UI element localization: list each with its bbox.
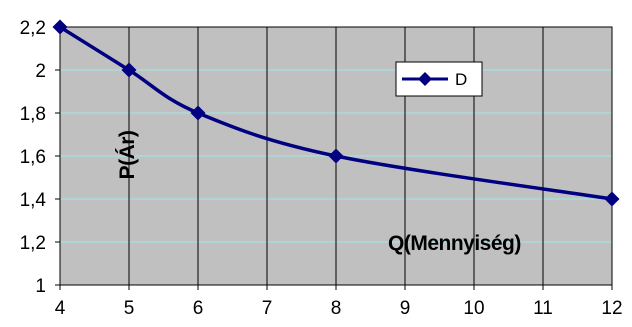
x-tick-label: 4 [55,298,66,319]
data-point-diamond [121,62,137,78]
y-tick-label: 1,6 [20,147,46,168]
x-tick-label: 10 [463,298,484,319]
legend-label: D [455,70,467,89]
y-axis: 1 1,2 1,4 1,6 1,8 2 2,2 [20,18,60,297]
y-tick-label: 1,8 [20,104,46,125]
series-line [59,25,613,201]
data-point-diamond [604,191,620,207]
data-point-diamond [190,105,206,121]
series-group [52,19,620,207]
y-tick-label: 1,2 [20,233,46,254]
x-axis-title: Q(Mennyiség) [388,232,521,255]
x-tick-label: 6 [193,298,204,319]
y-axis-title: P(Ár) [116,131,139,180]
x-tick-label: 7 [262,298,273,319]
y-tick-label: 2,2 [20,18,46,39]
data-point-diamond [328,148,344,164]
x-tick-label: 11 [533,298,553,319]
x-axis: 4 5 6 7 8 9 10 11 12 [55,285,623,319]
y-tick-label: 2 [35,61,46,82]
y-tick-label: 1 [35,276,46,297]
legend: D [395,61,483,97]
legend-marker-diamond-icon [418,72,432,86]
x-tick-label: 8 [331,298,342,319]
x-tick-label: 5 [124,298,135,319]
x-tick-label: 9 [400,298,411,319]
data-point-diamond [52,19,68,35]
y-tick-label: 1,4 [20,190,47,211]
x-tick-label: 12 [601,298,622,319]
